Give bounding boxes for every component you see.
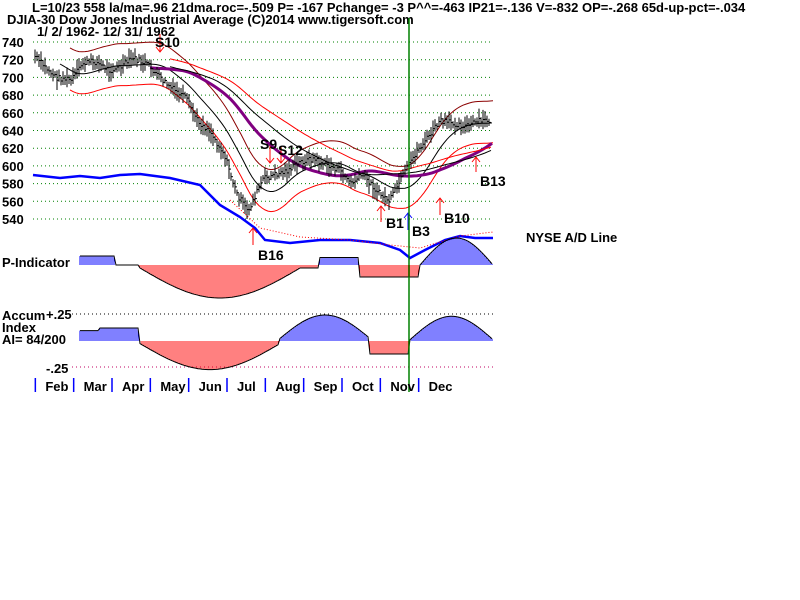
- month-label: May: [160, 379, 186, 394]
- month-label: Aug: [275, 379, 300, 394]
- month-label: Feb: [45, 379, 68, 394]
- signal-label: B16: [258, 247, 284, 263]
- stats-line: L=10/23 558 la/ma=.96 21dma.roc=-.509 P=…: [32, 0, 746, 15]
- ad-line-label: NYSE A/D Line: [526, 230, 617, 245]
- month-label: Oct: [352, 379, 374, 394]
- signal-markers: S10 S9 S12 B16 B1 B3 B10 B13: [155, 34, 506, 263]
- y-tick-label: 580: [2, 177, 24, 192]
- price-grid: [33, 41, 493, 220]
- price-bars: [34, 48, 491, 219]
- p-indicator-label: P-Indicator: [2, 255, 70, 270]
- signal-label: B13: [480, 173, 506, 189]
- date-range: 1/ 2/ 1962- 12/ 31/ 1962: [37, 24, 176, 39]
- ad-line: [32, 172, 494, 260]
- y-tick-label: 640: [2, 124, 24, 139]
- y-tick-label: 540: [2, 212, 24, 227]
- month-label: Nov: [390, 379, 415, 394]
- accum-index-panel: [72, 313, 493, 371]
- accum-bottom-tick: -.25: [46, 361, 68, 376]
- y-tick-label: 720: [2, 53, 24, 68]
- accum-top-tick: +.25: [46, 307, 72, 322]
- signal-label: S10: [155, 34, 180, 50]
- month-label: Sep: [314, 379, 338, 394]
- y-tick-label: 620: [2, 141, 24, 156]
- signal-label: S9: [260, 136, 277, 152]
- month-label: Mar: [84, 379, 107, 394]
- month-label: Dec: [429, 379, 453, 394]
- bands-and-moving-averages: [59, 41, 494, 213]
- signal-label: B1: [386, 215, 404, 231]
- price-y-axis: 740 720 700 680 660 640 620 600 580 560 540: [2, 35, 24, 227]
- y-tick-label: 700: [2, 70, 24, 85]
- signal-label: B10: [444, 210, 470, 226]
- month-axis: Feb Mar Apr May Jun Jul Aug Sep Oct Nov Dec: [34, 378, 453, 394]
- y-tick-label: 560: [2, 194, 24, 209]
- ai-value-label: AI= 84/200: [2, 332, 66, 347]
- index-label: Index: [2, 320, 37, 335]
- y-tick-label: 600: [2, 159, 24, 174]
- p-indicator-panel: [79, 237, 493, 299]
- chart-title: DJIA-30 Dow Jones Industrial Average (C)…: [7, 12, 414, 27]
- month-label: Jul: [237, 379, 256, 394]
- signal-label: S12: [278, 142, 303, 158]
- signal-label: B3: [412, 223, 430, 239]
- month-label: Jun: [199, 379, 222, 394]
- accum-label: Accum: [2, 308, 45, 323]
- y-tick-label: 680: [2, 88, 24, 103]
- y-tick-label: 740: [2, 35, 24, 50]
- month-label: Apr: [122, 379, 144, 394]
- y-tick-label: 660: [2, 106, 24, 121]
